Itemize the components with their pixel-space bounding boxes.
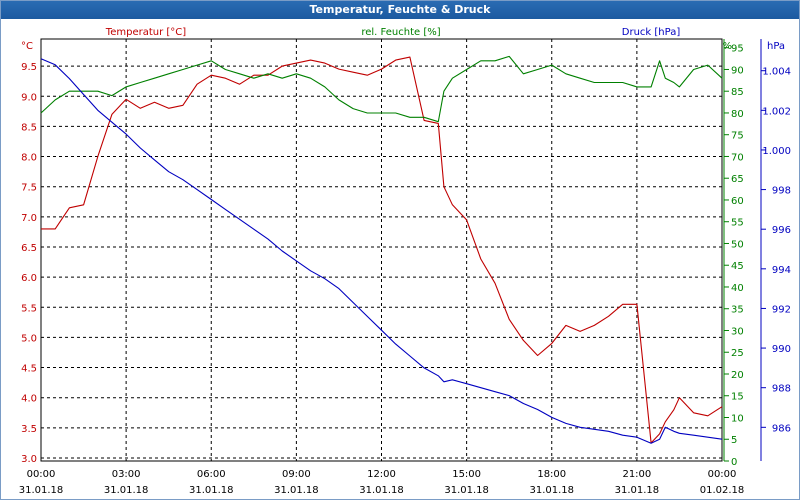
x-tick-date-label: 31.01.18 bbox=[189, 485, 234, 496]
x-tick-time-label: 00:00 bbox=[27, 469, 56, 480]
pressure-tick-label: 1.000 bbox=[762, 146, 791, 157]
temperature-tick-label: 4.0 bbox=[21, 394, 37, 405]
humidity-tick-label: 15 bbox=[731, 392, 744, 403]
x-tick-date-label: 31.01.18 bbox=[274, 485, 319, 496]
pressure-tick-label: 990 bbox=[772, 344, 791, 355]
temperature-tick-label: 9.5 bbox=[21, 62, 37, 73]
humidity-tick-label: 25 bbox=[731, 348, 744, 359]
humidity-tick-label: 40 bbox=[731, 283, 744, 294]
temperature-tick-label: 3.0 bbox=[21, 454, 37, 465]
pressure-tick-label: 994 bbox=[772, 265, 791, 276]
temperature-tick-label: 5.5 bbox=[21, 303, 37, 314]
pressure-tick-label: 1.002 bbox=[762, 106, 791, 117]
humidity-tick-label: 5 bbox=[731, 435, 737, 446]
x-tick-date-label: 31.01.18 bbox=[444, 485, 489, 496]
x-tick-time-label: 00:00 bbox=[708, 469, 737, 480]
x-tick-time-label: 12:00 bbox=[367, 469, 396, 480]
x-tick-time-label: 15:00 bbox=[452, 469, 481, 480]
humidity-tick-label: 30 bbox=[731, 326, 744, 337]
pressure-tick-label: 992 bbox=[772, 304, 791, 315]
humidity-tick-label: 50 bbox=[731, 239, 744, 250]
temperature-axis-title: Temperatur [°C] bbox=[105, 27, 186, 38]
humidity-axis-title: rel. Feuchte [%] bbox=[361, 27, 440, 38]
humidity-tick-label: 80 bbox=[731, 109, 744, 120]
humidity-tick-label: 10 bbox=[731, 413, 744, 424]
temperature-unit-label: °C bbox=[21, 41, 33, 52]
temperature-series-line bbox=[41, 56, 723, 444]
pressure-tick-label: 988 bbox=[772, 384, 791, 395]
pressure-tick-label: 986 bbox=[772, 423, 791, 434]
window-title: Temperatur, Feuchte & Druck bbox=[1, 1, 799, 19]
humidity-tick-label: 55 bbox=[731, 218, 744, 229]
humidity-unit-label: % bbox=[722, 41, 732, 52]
x-tick-time-label: 21:00 bbox=[622, 469, 651, 480]
x-tick-time-label: 03:00 bbox=[112, 469, 141, 480]
x-tick-date-label: 31.01.18 bbox=[529, 485, 574, 496]
temperature-tick-label: 6.5 bbox=[21, 243, 37, 254]
temperature-tick-label: 5.0 bbox=[21, 333, 37, 344]
temperature-tick-label: 9.0 bbox=[21, 92, 37, 103]
x-tick-time-label: 18:00 bbox=[537, 469, 566, 480]
x-tick-date-label: 31.01.18 bbox=[615, 485, 660, 496]
humidity-tick-label: 0 bbox=[731, 457, 737, 468]
humidity-tick-label: 45 bbox=[731, 261, 744, 272]
pressure-tick-label: 1.004 bbox=[762, 67, 791, 78]
humidity-tick-label: 20 bbox=[731, 370, 744, 381]
temperature-tick-label: 6.0 bbox=[21, 273, 37, 284]
x-tick-date-label: 31.01.18 bbox=[19, 485, 64, 496]
temperature-tick-label: 3.5 bbox=[21, 424, 37, 435]
pressure-tick-label: 998 bbox=[772, 186, 791, 197]
temperature-tick-label: 7.0 bbox=[21, 213, 37, 224]
pressure-series-line bbox=[40, 58, 723, 444]
x-tick-date-label: 01.02.18 bbox=[700, 485, 745, 496]
temperature-tick-label: 7.5 bbox=[21, 183, 37, 194]
humidity-tick-label: 70 bbox=[731, 152, 744, 163]
humidity-tick-label: 90 bbox=[731, 65, 744, 76]
temperature-tick-label: 8.5 bbox=[21, 122, 37, 133]
x-tick-time-label: 06:00 bbox=[197, 469, 226, 480]
temperature-tick-label: 8.0 bbox=[21, 153, 37, 164]
humidity-tick-label: 75 bbox=[731, 131, 744, 142]
x-tick-time-label: 09:00 bbox=[282, 469, 311, 480]
humidity-series-line bbox=[40, 55, 723, 123]
pressure-unit-label: hPa bbox=[767, 41, 785, 52]
humidity-tick-label: 60 bbox=[731, 196, 744, 207]
humidity-tick-label: 85 bbox=[731, 87, 744, 98]
x-tick-date-label: 31.01.18 bbox=[104, 485, 149, 496]
x-tick-date-label: 31.01.18 bbox=[359, 485, 404, 496]
pressure-tick-label: 996 bbox=[772, 225, 791, 236]
pressure-axis-title: Druck [hPa] bbox=[622, 27, 681, 38]
temperature-tick-label: 4.5 bbox=[21, 364, 37, 375]
humidity-tick-label: 95 bbox=[731, 44, 744, 55]
humidity-tick-label: 35 bbox=[731, 305, 744, 316]
humidity-tick-label: 65 bbox=[731, 174, 744, 185]
